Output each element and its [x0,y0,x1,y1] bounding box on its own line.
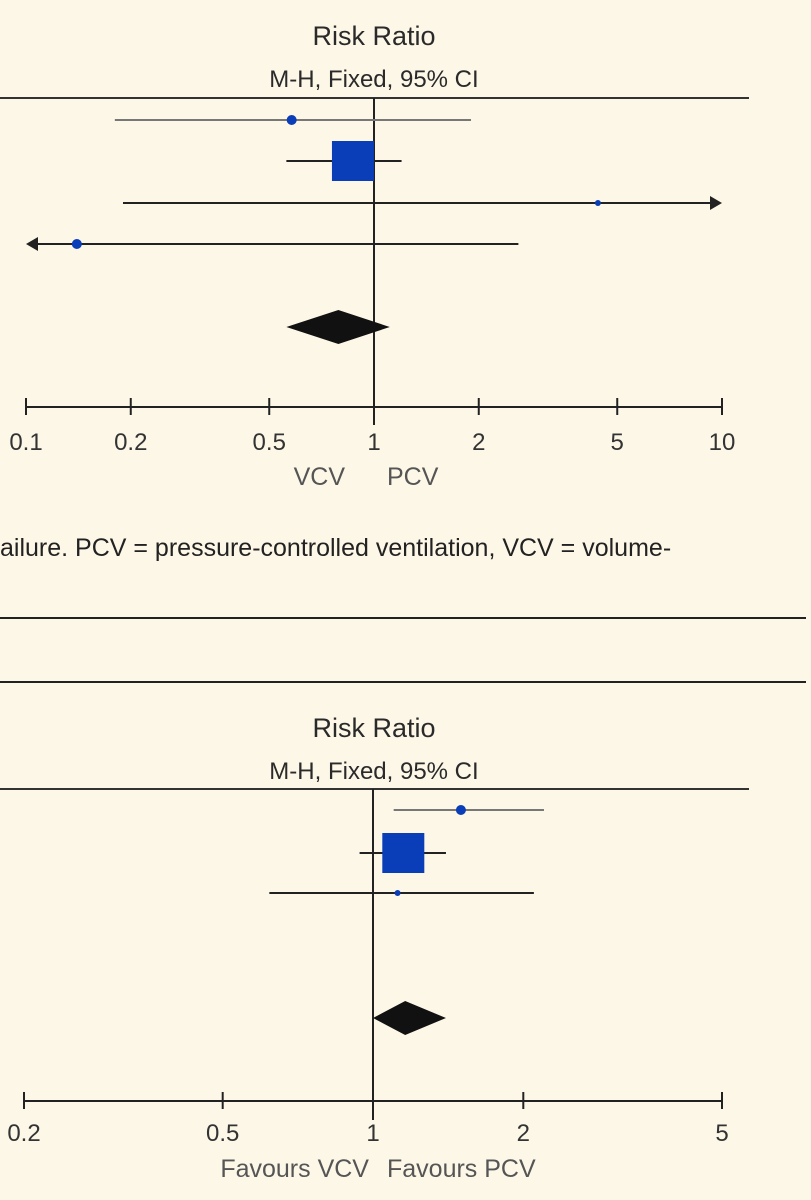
x-tick-label: 10 [709,429,736,456]
x-tick-label: 0.2 [7,1120,40,1147]
forest-plot-1: 0.1 0.2 0.5 1 2 5 10 VCV PCV [9,98,735,491]
study-point-estimate [455,805,466,815]
x-tick-label: 1 [366,1120,379,1147]
plot1-title: Risk Ratio [312,21,435,51]
x-label-right: Favours PCV [387,1155,536,1183]
x-tick-label: 0.2 [114,429,147,456]
ci-arrow-right [710,196,722,210]
study-point-estimate [331,141,374,181]
study-point-estimate [394,890,401,896]
overall-effect-diamond [286,310,390,344]
study-point-estimate [382,833,425,873]
figure-caption: ailure. PCV = pressure-controlled ventil… [0,534,671,562]
plot2-subtitle: M-H, Fixed, 95% CI [269,758,478,785]
overall-effect-diamond [373,1001,446,1035]
x-tick-label: 5 [611,429,624,456]
plot2-title: Risk Ratio [312,713,435,743]
forest-plot-2: 0.2 0.5 1 2 5 Favours VCV Favours PCV [7,789,729,1183]
x-tick-label: 0.1 [9,429,42,456]
x-label-right: PCV [387,463,439,491]
x-label-left: Favours VCV [220,1155,369,1183]
x-tick-label: 0.5 [253,429,286,456]
x-tick-label: 5 [715,1120,728,1147]
x-tick-label: 0.5 [206,1120,239,1147]
study-point-estimate [71,239,82,249]
x-tick-label: 2 [472,429,485,456]
study-point-estimate [594,200,601,206]
x-label-left: VCV [294,463,346,491]
x-tick-label: 1 [367,429,380,456]
plot1-subtitle: M-H, Fixed, 95% CI [269,66,478,93]
ci-arrow-left [26,237,38,251]
study-point-estimate [286,115,297,125]
x-tick-label: 2 [517,1120,530,1147]
